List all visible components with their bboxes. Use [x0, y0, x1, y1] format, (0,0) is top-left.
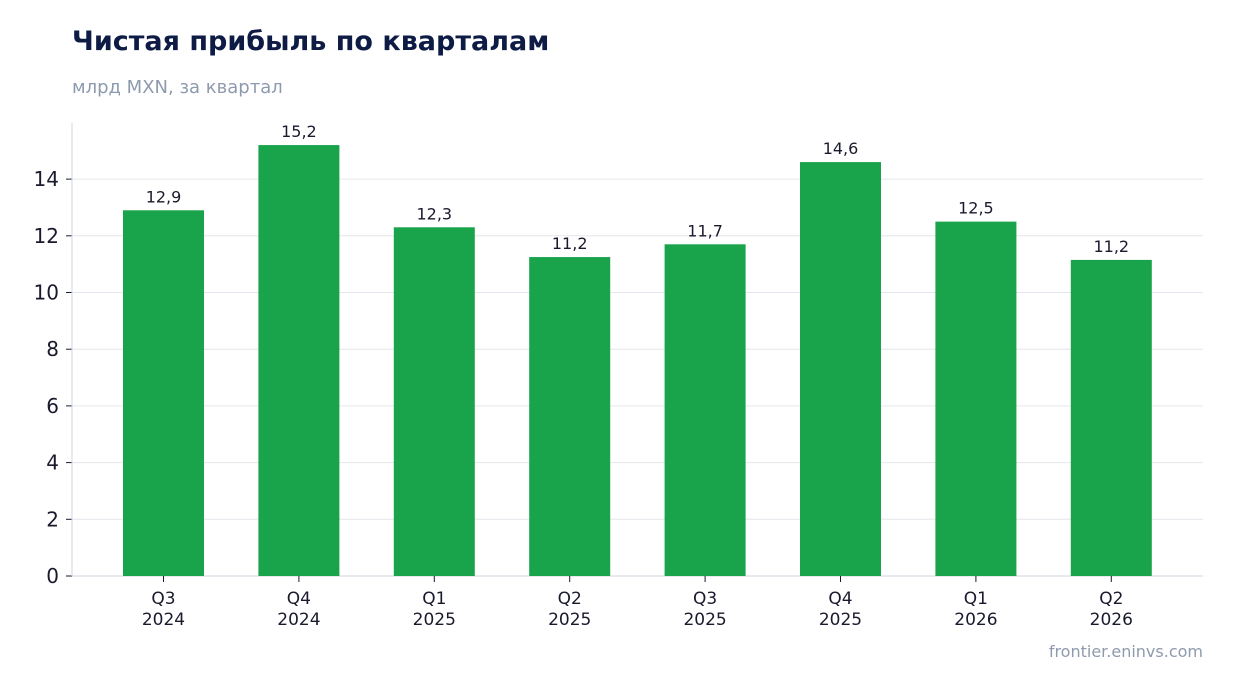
- data-label: 11,7: [687, 221, 723, 240]
- x-tick-label-year: 2026: [1090, 610, 1133, 630]
- data-label: 11,2: [552, 234, 588, 253]
- bar: [529, 257, 611, 576]
- y-tick-label: 14: [34, 167, 59, 191]
- x-tick-label-quarter: Q1: [422, 589, 446, 609]
- x-tick-label-quarter: Q2: [1099, 589, 1123, 609]
- data-label: 14,6: [823, 139, 859, 158]
- data-label: 12,3: [416, 204, 452, 223]
- axes: 0 2 4 6 8 10 12 14: [34, 123, 1203, 588]
- bar: [800, 162, 881, 576]
- bar: [393, 227, 475, 577]
- y-tick-label: 4: [46, 451, 59, 475]
- chart-subtitle: млрд MXN, за квартал: [72, 77, 283, 98]
- x-tick-label-quarter: Q3: [151, 589, 175, 609]
- x-tick-label-quarter: Q1: [964, 589, 988, 609]
- x-tick-label-year: 2025: [683, 610, 726, 630]
- y-tick-label: 6: [46, 394, 59, 418]
- y-tick-label: 10: [34, 281, 59, 305]
- data-label: 12,5: [958, 199, 994, 218]
- x-tick-label-year: 2025: [413, 610, 456, 630]
- bars: [123, 145, 1152, 577]
- bar: [1070, 259, 1152, 576]
- labels: 12,9Q3202415,2Q4202412,3Q1202511,2Q22025…: [142, 122, 1133, 630]
- x-tick-label-year: 2026: [954, 610, 997, 630]
- y-tick-label: 0: [46, 564, 59, 588]
- y-tick-label: 2: [46, 507, 59, 531]
- x-tick-label-quarter: Q3: [693, 589, 717, 609]
- bar: [123, 210, 204, 576]
- x-tick-label-quarter: Q2: [558, 589, 582, 609]
- x-tick-label-year: 2025: [819, 610, 862, 630]
- y-tick-label: 12: [34, 224, 59, 248]
- bar: [935, 221, 1017, 576]
- x-tick-label-quarter: Q4: [828, 589, 852, 609]
- chart-title: Чистая прибыль по кварталам: [72, 26, 550, 57]
- source-link[interactable]: frontier.eninvs.com: [1048, 642, 1203, 661]
- y-tick-label: 8: [46, 337, 59, 361]
- data-label: 15,2: [281, 122, 317, 141]
- bar: [664, 244, 746, 576]
- gridlines: [72, 178, 1203, 520]
- data-label: 12,9: [146, 187, 182, 206]
- data-label: 11,2: [1093, 237, 1129, 256]
- x-tick-label-year: 2024: [277, 610, 320, 630]
- x-tick-label-year: 2024: [142, 610, 185, 630]
- x-tick-label-year: 2025: [548, 610, 591, 630]
- x-tick-label-quarter: Q4: [287, 589, 311, 609]
- bar: [258, 145, 340, 576]
